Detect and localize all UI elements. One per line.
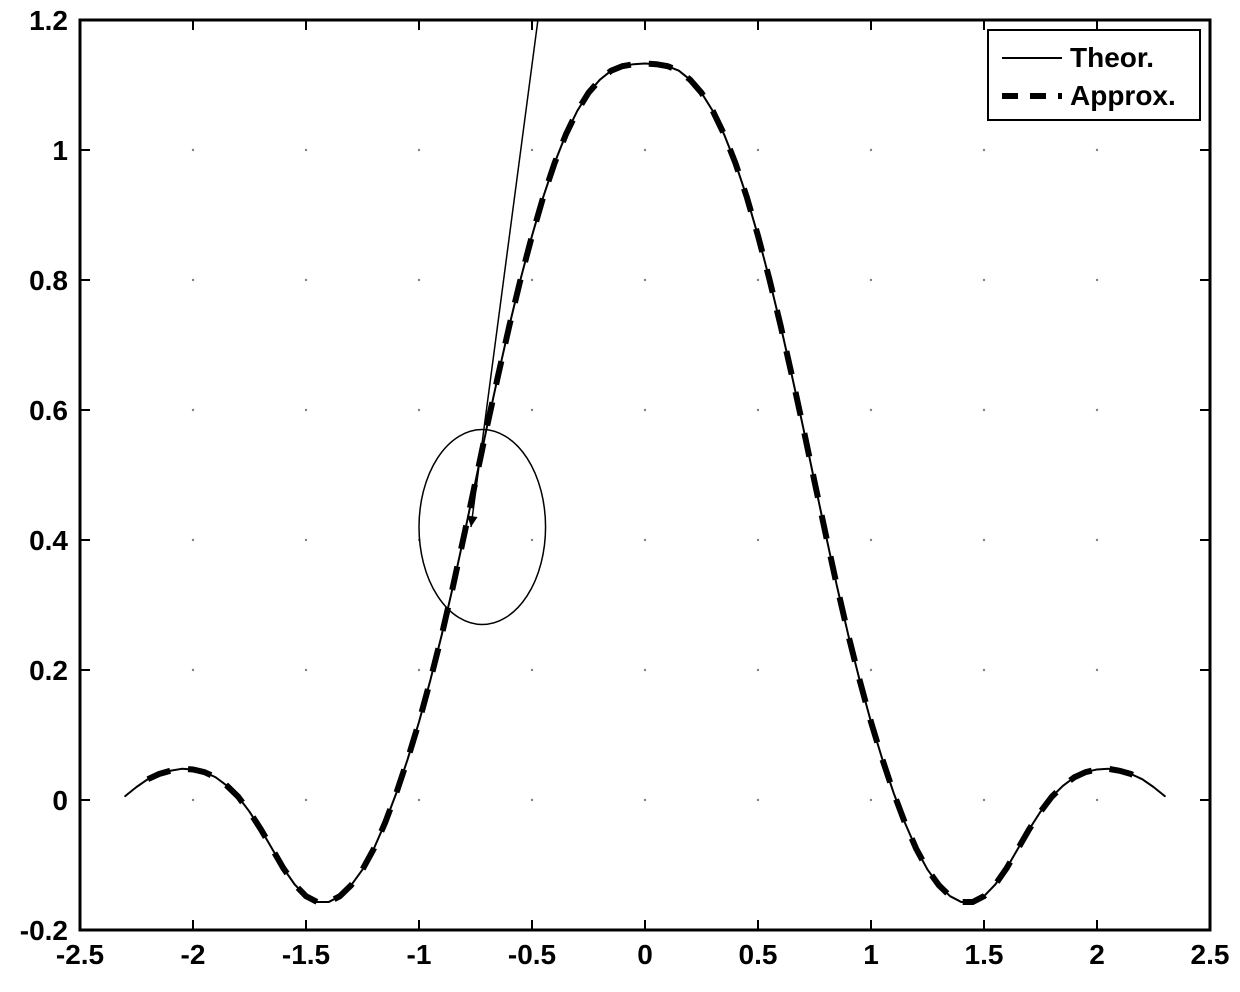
x-tick-label: -0.5 <box>508 939 556 970</box>
x-tick-label: 2.5 <box>1191 939 1230 970</box>
y-tick-label: 1 <box>52 135 68 166</box>
y-tick-label: 0.2 <box>29 655 68 686</box>
y-tick-label: 0 <box>52 785 68 816</box>
legend-item-approx: Approx. <box>1070 80 1176 111</box>
x-tick-label: -2 <box>181 939 206 970</box>
x-tick-label: 1.5 <box>965 939 1004 970</box>
chart-bg <box>0 0 1240 992</box>
x-tick-label: -1.5 <box>282 939 330 970</box>
y-tick-label: 0.6 <box>29 395 68 426</box>
legend-item-theor: Theor. <box>1070 42 1154 73</box>
y-tick-label: 0.8 <box>29 265 68 296</box>
x-tick-label: -1 <box>407 939 432 970</box>
x-tick-label: 0.5 <box>739 939 778 970</box>
y-tick-label: 1.2 <box>29 5 68 36</box>
x-tick-label: 2 <box>1089 939 1105 970</box>
legend: Theor. Approx. <box>988 30 1200 120</box>
chart: -2.5-2-1.5-1-0.500.511.522.5-0.200.20.40… <box>0 0 1240 992</box>
x-tick-label: 1 <box>863 939 879 970</box>
y-tick-label: 0.4 <box>29 525 68 556</box>
x-tick-label: 0 <box>637 939 653 970</box>
y-tick-label: -0.2 <box>20 915 68 946</box>
